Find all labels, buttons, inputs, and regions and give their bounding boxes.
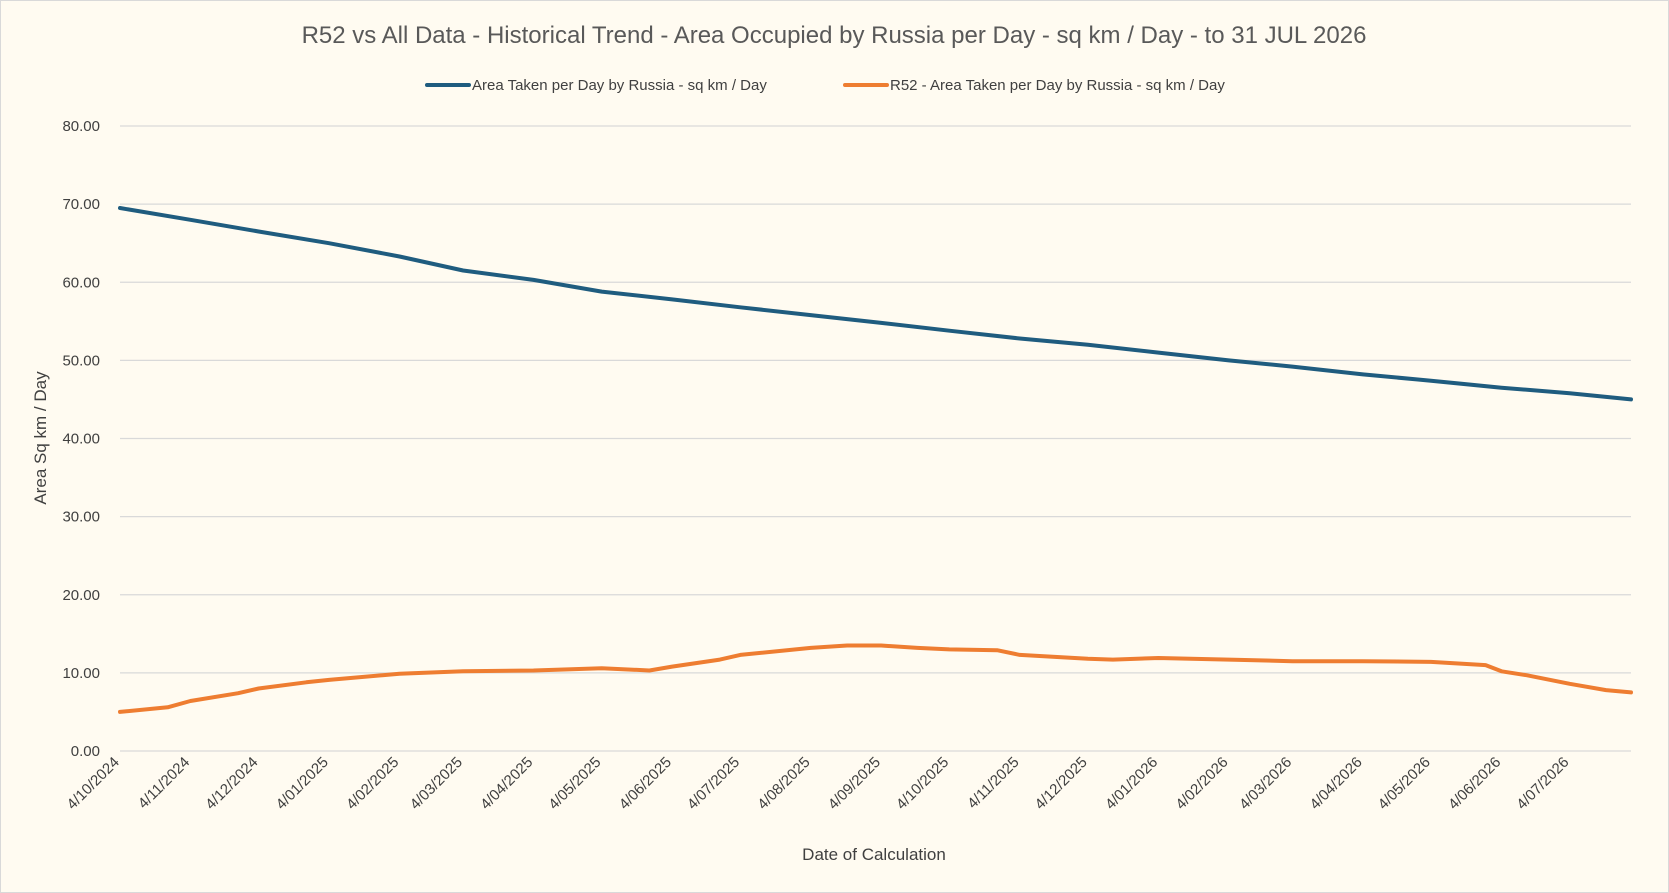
x-tick-label: 4/12/2024 — [202, 754, 261, 813]
x-tick-label: 4/03/2026 — [1236, 754, 1295, 813]
x-tick-label: 4/02/2026 — [1172, 754, 1231, 813]
x-tick-label: 4/02/2025 — [343, 754, 402, 813]
x-tick-label: 4/01/2026 — [1102, 754, 1161, 813]
y-tick-label: 60.00 — [62, 274, 100, 291]
x-tick-label: 4/09/2025 — [825, 754, 884, 813]
y-tick-label: 20.00 — [62, 587, 100, 604]
series-lines — [118, 206, 1633, 714]
x-tick-label: 4/11/2024 — [135, 754, 193, 812]
y-tick-label: 10.00 — [62, 665, 100, 682]
series-line-all-data — [118, 206, 1633, 402]
gridlines — [120, 125, 1631, 752]
chart-title: R52 vs All Data - Historical Trend - Are… — [302, 22, 1367, 49]
x-axis-title: Date of Calculation — [802, 845, 946, 864]
y-axis-title: Area Sq km / Day — [31, 371, 50, 505]
x-tick-label: 4/05/2026 — [1375, 754, 1434, 813]
x-tick-label: 4/04/2025 — [477, 754, 536, 813]
y-axis-ticks: 0.00 10.00 20.00 30.00 40.00 50.00 60.00 70.00 8… — [62, 118, 100, 760]
x-tick-label: 4/03/2025 — [407, 754, 466, 813]
x-tick-label: 4/01/2025 — [273, 754, 332, 813]
x-tick-label: 4/10/2024 — [64, 754, 123, 813]
x-tick-label: 4/07/2026 — [1513, 754, 1572, 813]
y-tick-label: 30.00 — [62, 509, 100, 526]
x-tick-label: 4/10/2025 — [893, 754, 952, 813]
x-tick-label: 4/07/2025 — [684, 754, 743, 813]
x-tick-label: 4/08/2025 — [754, 754, 813, 813]
x-tick-label: 4/11/2025 — [964, 754, 1022, 812]
legend: Area Taken per Day by Russia - sq km / D… — [425, 77, 1225, 94]
y-tick-label: 70.00 — [62, 196, 100, 213]
x-axis-ticks: 4/10/2024 4/11/2024 4/12/2024 4/01/2025 4/02… — [64, 754, 1573, 813]
legend-label-all-data: Area Taken per Day by Russia - sq km / D… — [472, 77, 767, 94]
x-tick-label: 4/05/2025 — [545, 754, 604, 813]
x-tick-label: 4/06/2026 — [1445, 754, 1504, 813]
legend-label-r52: R52 - Area Taken per Day by Russia - sq … — [890, 77, 1225, 94]
y-tick-label: 50.00 — [62, 352, 100, 369]
y-tick-label: 40.00 — [62, 431, 100, 448]
y-tick-label: 80.00 — [62, 118, 100, 135]
y-tick-label: 0.00 — [71, 743, 100, 760]
x-tick-label: 4/06/2025 — [616, 754, 675, 813]
x-tick-label: 4/12/2025 — [1032, 754, 1091, 813]
x-tick-label: 4/04/2026 — [1307, 754, 1366, 813]
series-line-r52 — [118, 643, 1633, 714]
